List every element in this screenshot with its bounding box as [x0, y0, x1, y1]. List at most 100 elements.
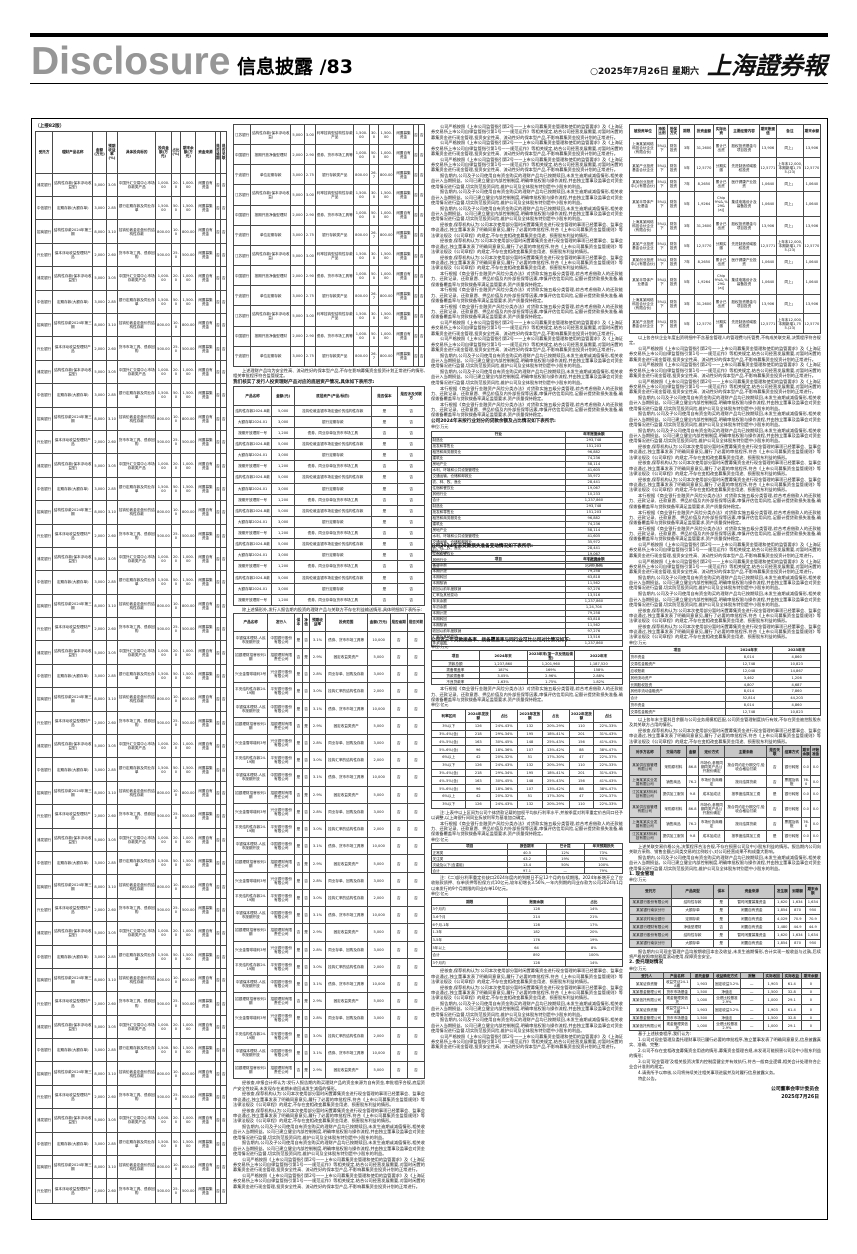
table-cell: 500.00	[180, 617, 197, 642]
table-cell: 同业存单、回购及存款	[324, 871, 368, 890]
table-cell: 195	[516, 768, 543, 778]
table-cell: 闲置募集资金	[393, 305, 414, 327]
table-cell: 10.0	[170, 780, 182, 806]
table-row: 招商银行 结构性存款2024年第三期 8,000 3.10 挂钩伦敦金定盘价的结构性存款…	[35, 593, 227, 619]
table-cell: 10.0	[170, 219, 182, 244]
table-cell: 13%-42%	[541, 745, 570, 754]
table-cell: 201	[568, 768, 595, 778]
table-cell: 是	[294, 630, 303, 649]
table-cell: 12,748	[724, 659, 774, 668]
table-cell: 4%-5%(含)	[431, 737, 467, 747]
table-cell: 5%以下	[655, 254, 669, 270]
table-cell: 8,000	[92, 593, 107, 619]
table-cell: 是	[301, 716, 311, 735]
column-header: 投向金额(万元)	[155, 130, 172, 174]
wealth-products-table-cont: 江苏银行 结构性存款(保本浮动收益) 5,000 3.00 利率挂钩型结构性存款产品 1,…	[233, 123, 425, 368]
table-cell: 800.00	[378, 285, 395, 307]
table-row: 制造业 293,748	[431, 502, 623, 510]
table-cell: 1,903	[762, 978, 783, 990]
table-cell: 1,500.00	[155, 476, 172, 502]
table-cell: 是	[370, 482, 399, 495]
table-cell: —	[739, 978, 764, 990]
table-cell: 3.10	[105, 687, 119, 712]
table-cell: 1,237,860	[564, 496, 623, 504]
table-cell: 2.85	[105, 196, 119, 221]
table-cell: 800.00	[180, 500, 197, 525]
table-row: 兴业银行 保本浮动收益型理财产品 2,000 2.60 货币市场工具、债券回购 500.0…	[35, 991, 227, 1016]
table-cell: 闲置募集资金	[195, 944, 216, 969]
table-cell: 24%-43%	[490, 721, 518, 731]
table-cell: 闲置募集资金	[195, 523, 216, 548]
table-cell: 64	[507, 943, 566, 952]
table-cell: 148	[516, 776, 543, 786]
table-cell: 闲置自有资金	[195, 967, 216, 993]
table-cell: 结构性存款2024年第三期	[52, 406, 94, 431]
table-cell: 按期开放理财一号	[233, 426, 273, 440]
table-cell: 否	[389, 888, 408, 908]
table-cell: 闲置自有资金	[195, 734, 216, 759]
table-cell: 中国外汇交易中心市场存款类产品	[117, 640, 157, 665]
table-cell: 800.00	[180, 219, 197, 244]
table-cell: 否	[294, 785, 303, 804]
table-cell: 闲置募集资金	[195, 242, 216, 268]
table-cell: 2.60	[105, 336, 119, 361]
table-cell: 500.00	[155, 523, 172, 548]
table-cell: 100%	[564, 950, 623, 960]
table-cell: 按合同约定分期交付,验收合格后付款	[724, 757, 768, 776]
table-cell: 3,000	[92, 850, 107, 876]
table-cell: 江苏某某材料科技有限公司	[629, 829, 661, 844]
table-cell: 5,000	[366, 647, 391, 667]
column-header: 实际出资	[712, 124, 730, 139]
table-cell: 13,906	[802, 293, 821, 315]
table-cell: 票据及转账	[781, 774, 802, 789]
table-row: 不良贷款率 1.63% 1.75% 1.82%	[431, 678, 623, 686]
table-cell: 固定收益类资产	[324, 923, 368, 942]
column-header: 到期额	[789, 883, 806, 899]
table-cell: 江苏银行	[233, 305, 252, 327]
table-cell: 否	[418, 265, 425, 287]
text-block: 经核查,保荐机构认为:公司本次使用部分暂时闲置募集资金进行现金管理的事项已经董事…	[431, 968, 623, 1049]
table-cell: 否	[397, 460, 425, 473]
table-cell: 5,000	[366, 854, 391, 873]
rate-range-table: 利率区间 2024年发放额 占比 2023年发放额 占比 2022年发放额 占比 3%以下 12…	[431, 708, 623, 809]
table-cell: 挂钩伦敦金定盘价的结构性存款	[117, 1061, 157, 1086]
table-cell: 保本浮动收益型理财产品	[52, 804, 94, 829]
table-cell: 74,236	[564, 454, 623, 462]
table-cell: 单位定期存款	[250, 164, 292, 186]
table-row: 3%以下 126 24%-43% 132 20%-29% 110 22%-33%	[431, 760, 623, 770]
table-cell: 银行定期存款及同业存单	[117, 196, 157, 221]
table-cell: 28,441	[564, 478, 623, 486]
table-cell: 2,000	[92, 523, 107, 548]
provision-compare-table: 项目 2024年末 2023年末(第一次反馈后调整) 2022年末 贷款总额 1,237,…	[431, 650, 623, 686]
table-cell: 兴业银行	[35, 523, 54, 548]
table-cell: 否	[301, 682, 311, 701]
table-row: 中银保本理财-人民币按期开放 中国银行股份有限公司是否 3.1% 债券、货币市场工具等…	[233, 1043, 425, 1063]
table-cell: 否	[406, 682, 425, 701]
paragraph: 以上各合伙企业年度出资明细中不含基金管理人的管理费与托管费,不构成关联交易,决策…	[629, 335, 821, 346]
table-cell: 否	[406, 819, 425, 839]
table-cell: 1,500.00	[155, 663, 172, 689]
table-cell: 3,000	[92, 944, 107, 969]
table-cell: 兴业银行	[35, 429, 54, 455]
table-cell: 3%以下	[431, 760, 467, 770]
table-cell: 否	[418, 285, 425, 307]
table-cell: 800.00	[378, 345, 395, 368]
table-row: 兴业银行 保本浮动收益型理财产品 2,000 2.60 货币市场工具、债券回购 500.0…	[35, 1178, 227, 1204]
table-cell: 收益凭证24-18期	[663, 978, 692, 990]
column-3: 公司严格按照《上市公司监管指引第2号——上市公司募集资金管理和使用的监管要求》及…	[431, 123, 623, 1215]
table-cell: 中国银行股份有限公司	[267, 837, 296, 856]
table-cell: 否	[766, 799, 783, 819]
table-cell: 1,200	[271, 560, 296, 573]
table-cell: 按期开放净值型理财	[250, 325, 292, 347]
table-cell: 财务投资	[667, 157, 680, 178]
table-cell: 中信银行	[35, 1038, 54, 1063]
table-cell: 闲置募集资金	[195, 804, 216, 829]
table-cell: 闲置自有资金	[195, 593, 216, 619]
paragraph: 上述关联交易价格公允,决策程序合法合规,不存在损害公司及中小股东利益的情形。报告…	[629, 844, 821, 855]
text-block: 基于上述核查程序,我们认为: 1.公司对现金管理及委托理财事项已履行必要的审批程序…	[629, 1031, 821, 1081]
table-cell: 否	[389, 974, 408, 994]
table-cell: 兴业银行	[35, 242, 54, 268]
table-cell: 2,000	[92, 617, 107, 642]
table-cell: 10.0	[170, 593, 182, 619]
table-cell: 货币市场工具、债券回购	[117, 617, 157, 642]
